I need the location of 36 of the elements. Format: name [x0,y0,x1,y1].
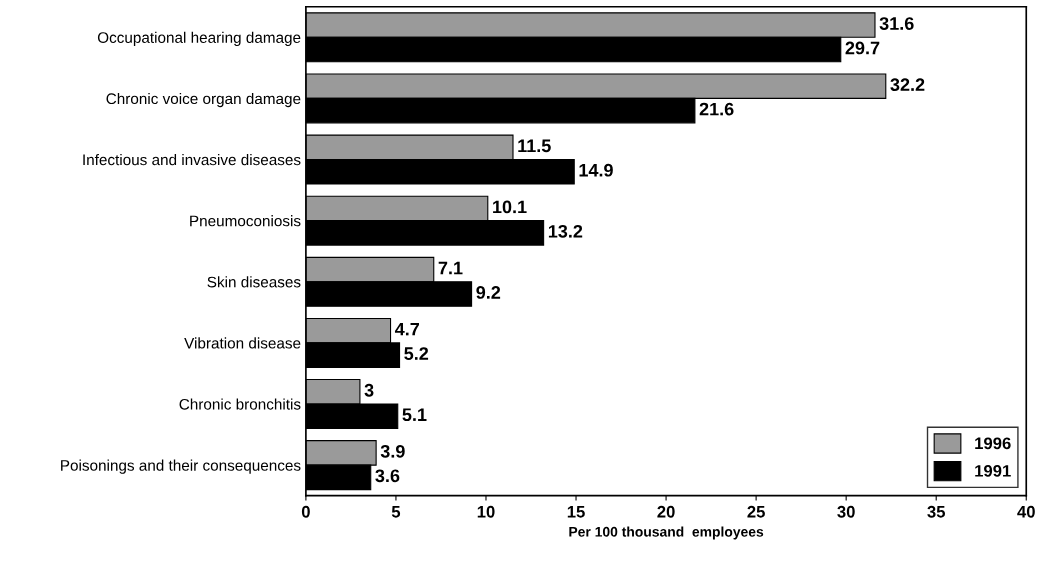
data-label: 7.1 [438,261,463,275]
legend-label: 1991 [975,464,1011,477]
x-tick-label: 5 [391,506,401,518]
data-label: 3.9 [380,444,405,458]
x-tick-label: 35 [927,505,946,518]
y-tick-label: Occupational hearing damage [97,31,301,47]
data-label: 13.2 [548,224,583,238]
data-label: 31.6 [879,17,914,30]
data-label: 10.1 [493,200,527,214]
data-label: 3 [364,383,374,397]
data-label: 4.7 [394,322,420,336]
x-axis-title: Per 100 thousand employees [569,526,764,540]
x-tick-label: 30 [837,505,855,518]
y-tick-label: Pneumoconiosis [190,215,301,227]
data-label: 21.6 [699,102,734,116]
data-label: 9.2 [476,286,501,299]
data-label: 5.1 [402,408,427,422]
y-tick-label: Poisonings and their consequences [61,459,301,474]
y-tick-label: Chronic bronchitis [179,398,301,410]
y-tick-label: Infectious and invasive diseases [83,154,301,166]
legend-label: 1996 [975,437,1011,450]
x-tick-label: 10 [477,505,495,518]
x-tick-label: 15 [567,506,585,518]
y-tick-label: Vibration disease [184,337,301,349]
data-label: 29.7 [845,41,880,55]
x-tick-label: 25 [747,505,765,518]
data-label: 5.2 [404,347,429,360]
data-label: 3.6 [375,469,400,483]
x-tick-label: 20 [657,505,675,518]
x-tick-label: 0 [301,505,310,518]
data-label: 11.5 [518,139,551,153]
y-tick-label: Skin diseases [207,276,301,288]
data-label: 32.2 [890,78,925,92]
y-tick-label: Chronic voice organ damage [106,92,301,108]
x-tick-label: 40 [1017,505,1035,518]
data-label: 14.9 [579,163,613,177]
